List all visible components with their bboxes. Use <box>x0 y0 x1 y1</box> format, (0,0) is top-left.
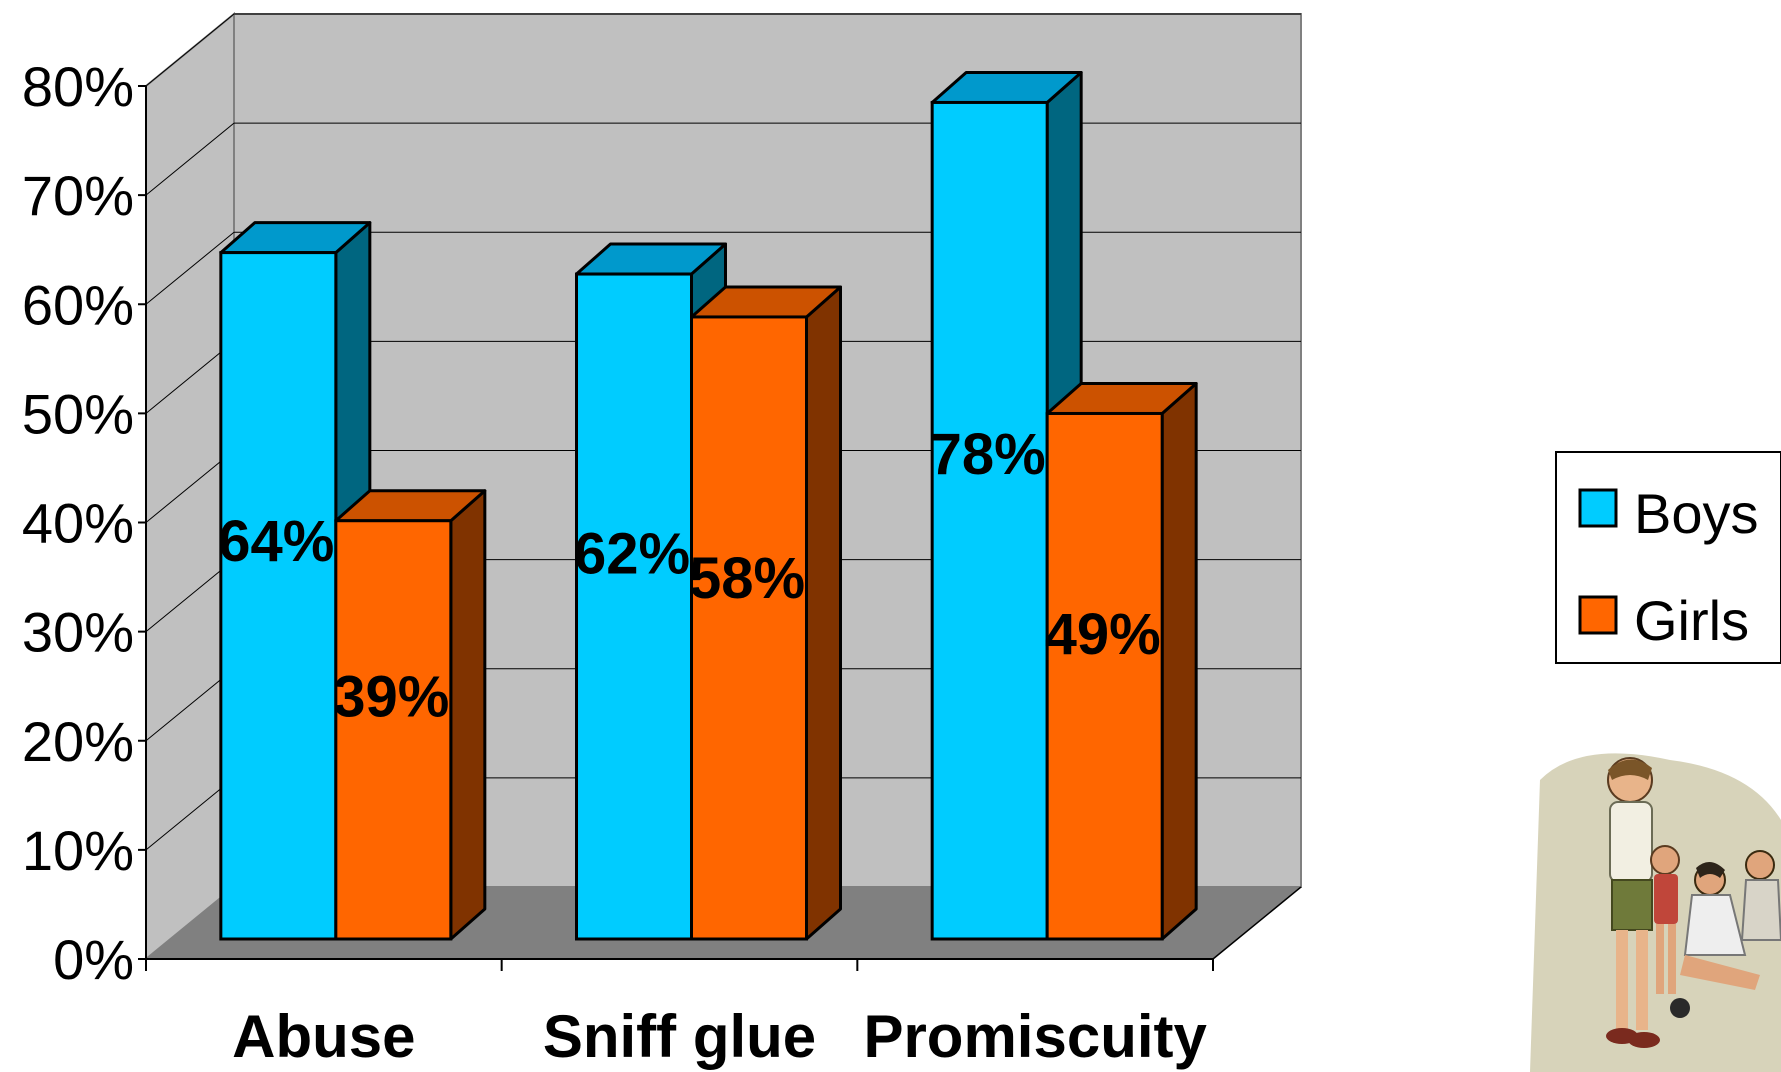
sitting-child-legs <box>1680 955 1760 990</box>
x-category-label: Abuse <box>232 1003 415 1070</box>
child-leg-left <box>1656 924 1664 994</box>
x-axis-categories: Abuse Sniff glue Promiscuity <box>232 1003 1207 1070</box>
data-label-boys: 62% <box>574 521 690 586</box>
legend-label-girls: Girls <box>1634 589 1749 652</box>
child-shirt <box>1654 874 1678 924</box>
y-tick-label: 80% <box>22 55 134 118</box>
bar-girls-abuse <box>334 519 453 941</box>
bar-girls-sniff-glue <box>690 315 808 941</box>
sitting-child2-head <box>1745 850 1775 880</box>
boy-leg-left <box>1616 930 1628 1030</box>
gridline-side <box>145 13 235 87</box>
boy-hair <box>1608 759 1652 780</box>
legend: Boys Girls <box>1555 451 1781 664</box>
data-label-girls: 58% <box>689 546 805 611</box>
data-labels: 64% 39% 62%58% 78% 49% <box>218 422 1160 730</box>
bar-side-girls <box>805 285 842 941</box>
gridline-side <box>145 122 235 196</box>
data-label-girls: 39% <box>333 664 449 729</box>
child-leg-right <box>1668 924 1676 994</box>
x-category-label: Sniff glue <box>543 1003 816 1070</box>
y-tick-label: 0% <box>53 928 134 991</box>
floor-edge <box>1212 886 1302 960</box>
data-label-girls: 49% <box>1045 602 1161 667</box>
boy-shoe-right <box>1628 1032 1660 1048</box>
y-tick-label: 70% <box>22 164 134 227</box>
bar-boys-promiscuity <box>930 100 1049 941</box>
legend-label-boys: Boys <box>1634 482 1759 545</box>
boy-shorts <box>1611 879 1653 931</box>
data-label-boys: 78% <box>930 422 1046 487</box>
y-tick-label: 40% <box>22 492 134 555</box>
legend-swatch-boys <box>1578 488 1618 528</box>
sitting-child-hair <box>1696 861 1725 878</box>
y-axis-ticks: 0% 10% 20% 30% 40% 50% 60% 70% 80% <box>22 55 146 991</box>
boy-shirt <box>1609 801 1653 883</box>
y-tick-label: 30% <box>22 601 134 664</box>
x-category-label: Promiscuity <box>863 1003 1207 1070</box>
boy-leg-right <box>1636 930 1648 1030</box>
bars <box>219 70 1198 941</box>
bar-girls-promiscuity <box>1045 411 1164 941</box>
gridline-side <box>145 231 235 305</box>
bar-boys-abuse <box>219 251 338 941</box>
sitting-child-shirt <box>1683 894 1747 956</box>
ball <box>1670 998 1690 1018</box>
bar-side-girls <box>1160 381 1198 941</box>
y-tick-label: 50% <box>22 382 134 445</box>
bar-boys-sniff-glue <box>575 272 693 941</box>
y-tick-label: 20% <box>22 710 134 773</box>
sitting-child2-shirt <box>1740 879 1781 941</box>
y-tick-label: 60% <box>22 273 134 336</box>
bar-side-girls <box>449 489 487 941</box>
child-head <box>1650 845 1680 875</box>
children-group-illustration <box>1530 753 1781 1072</box>
y-tick-label: 10% <box>22 819 134 882</box>
legend-swatch-girls <box>1578 595 1618 635</box>
data-label-boys: 64% <box>218 509 334 574</box>
